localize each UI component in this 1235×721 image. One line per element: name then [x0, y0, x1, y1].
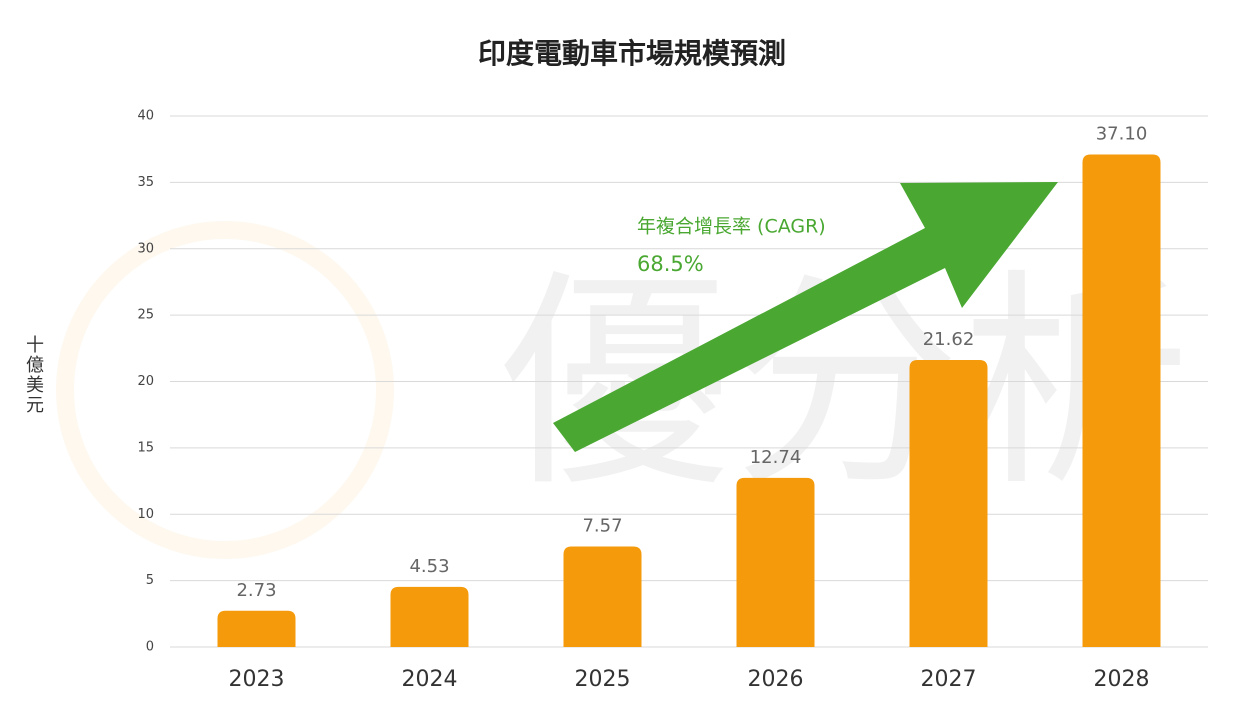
- y-tick-label: 25: [137, 308, 154, 323]
- plot-area: 051015202530354020232.7320244.5320257.57…: [137, 109, 1208, 692]
- bar: [1082, 154, 1161, 647]
- value-label: 4.53: [409, 556, 449, 577]
- growth-arrow: [553, 182, 1058, 452]
- logo-ring: [56, 221, 394, 559]
- annotation: 68.5%: [637, 252, 704, 276]
- value-label: 7.57: [582, 516, 622, 537]
- value-label: 37.10: [1096, 123, 1148, 144]
- y-tick-label: 0: [146, 640, 154, 655]
- bar: [736, 477, 815, 647]
- x-tick-label: 2025: [575, 667, 631, 692]
- bar: [217, 610, 296, 647]
- x-tick-label: 2028: [1094, 667, 1150, 692]
- y-tick-label: 20: [137, 374, 154, 389]
- bar: [563, 546, 642, 647]
- y-axis-label: 十億美元: [23, 335, 44, 415]
- y-tick-label: 30: [137, 241, 154, 256]
- y-tick-label: 35: [137, 175, 154, 190]
- y-tick-label: 10: [137, 507, 154, 522]
- x-tick-label: 2027: [921, 667, 977, 692]
- bar: [390, 586, 469, 647]
- value-label: 21.62: [923, 329, 975, 350]
- annotation: 年複合增長率 (CAGR): [637, 216, 826, 238]
- chart-title: 印度電動車市場規模預測: [478, 37, 786, 70]
- watermark-logo: [56, 221, 394, 559]
- y-tick-label: 15: [137, 440, 154, 455]
- value-label: 12.74: [750, 447, 802, 468]
- bar: [909, 359, 988, 647]
- y-tick-label: 5: [146, 573, 154, 588]
- x-tick-label: 2024: [402, 667, 458, 692]
- x-tick-label: 2023: [229, 667, 285, 692]
- y-tick-label: 40: [137, 109, 154, 124]
- x-tick-label: 2026: [748, 667, 804, 692]
- value-label: 2.73: [236, 580, 276, 601]
